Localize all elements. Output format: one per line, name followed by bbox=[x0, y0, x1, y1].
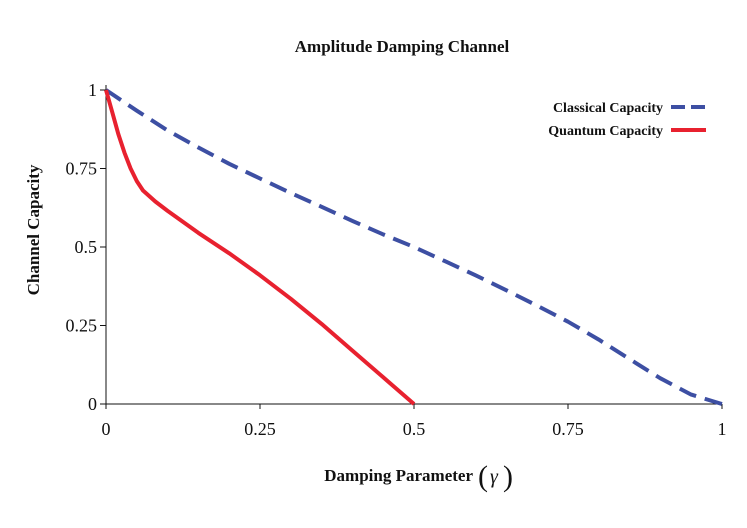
x-tick-label: 0.75 bbox=[552, 419, 584, 439]
legend: Classical Capacity Quantum Capacity bbox=[548, 101, 706, 139]
y-tick-label: 0.75 bbox=[66, 159, 98, 179]
plot-area: 0 0.25 0.5 0.75 1 0 0.25 0.5 0.75 1 bbox=[66, 80, 727, 439]
y-axis-label: Channel Capacity bbox=[24, 164, 43, 295]
x-tick-label: 0.25 bbox=[244, 419, 276, 439]
y-tick-label: 1 bbox=[88, 80, 97, 100]
x-axis-gamma-symbol: γ bbox=[490, 466, 499, 488]
y-tick-label: 0.25 bbox=[66, 316, 98, 336]
y-tick-label: 0.5 bbox=[75, 237, 98, 257]
x-axis-close-paren: ) bbox=[503, 460, 513, 493]
legend-label: Classical Capacity bbox=[553, 101, 663, 116]
legend-label: Quantum Capacity bbox=[548, 124, 663, 139]
x-axis-ticks: 0 0.25 0.5 0.75 1 bbox=[102, 404, 727, 439]
x-tick-label: 0 bbox=[102, 419, 111, 439]
x-axis-label: Damping Parameter bbox=[324, 466, 473, 485]
chart-title: Amplitude Damping Channel bbox=[295, 37, 510, 56]
y-axis-ticks: 0 0.25 0.5 0.75 1 bbox=[66, 80, 106, 414]
x-tick-label: 0.5 bbox=[403, 419, 426, 439]
classical-capacity-line bbox=[104, 88, 723, 406]
x-axis-open-paren: ( bbox=[478, 460, 488, 493]
x-axis-label-group: Damping Parameter ( γ ) bbox=[324, 460, 513, 493]
quantum-capacity-line bbox=[104, 89, 416, 406]
x-tick-label: 1 bbox=[718, 419, 727, 439]
y-tick-label: 0 bbox=[88, 394, 97, 414]
series-lines bbox=[104, 88, 723, 406]
